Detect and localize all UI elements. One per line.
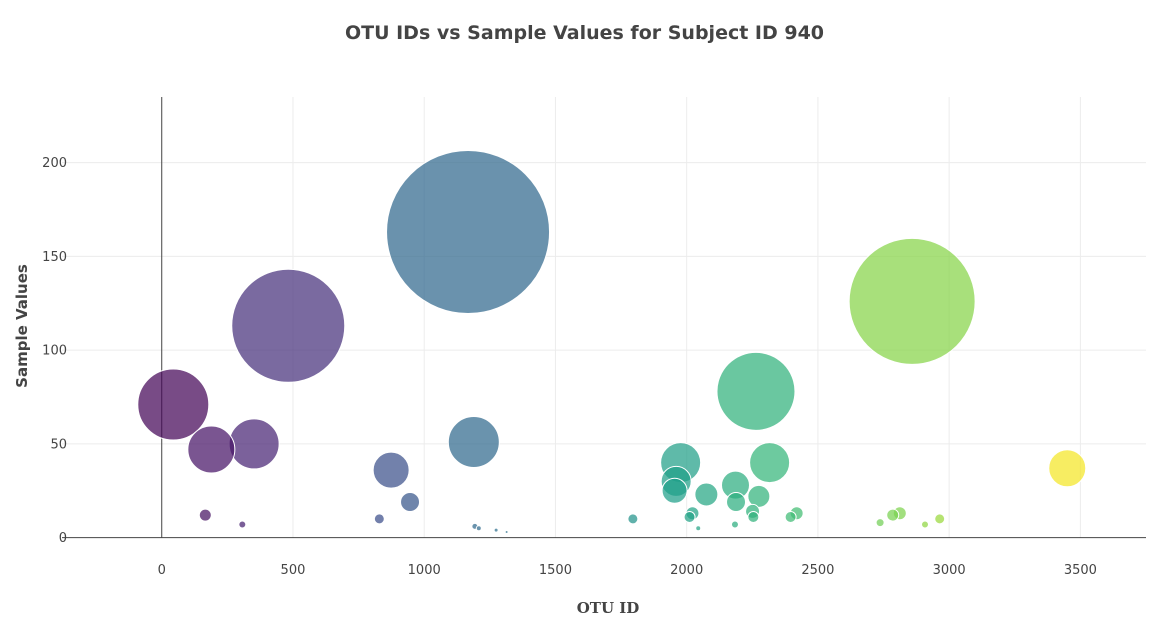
data-bubble[interactable] [372, 451, 410, 489]
x-tick-label: 3500 [1064, 563, 1097, 578]
data-bubble[interactable] [749, 442, 791, 484]
y-tick-label: 100 [42, 344, 67, 359]
data-bubble[interactable] [447, 416, 500, 468]
data-bubble[interactable] [747, 511, 760, 523]
x-axis-title: OTU ID [576, 599, 640, 617]
data-bubble[interactable] [187, 425, 236, 474]
chart-title: OTU IDs vs Sample Values for Subject ID … [344, 22, 825, 44]
data-bubble[interactable] [627, 513, 639, 525]
data-bubble[interactable] [934, 513, 946, 525]
data-bubble[interactable] [694, 482, 719, 507]
y-tick-label: 50 [50, 437, 67, 452]
data-bubble[interactable] [886, 508, 900, 522]
y-tick-label: 150 [42, 250, 67, 265]
tick-labels: 0 500 1000 1500 2000 2500 3000 3500 0 50 100 150 200 [42, 156, 1097, 578]
data-bubble[interactable] [504, 530, 509, 534]
x-tick-label: 2000 [670, 563, 703, 578]
data-bubble[interactable] [875, 518, 885, 528]
data-bubble[interactable] [231, 268, 346, 383]
y-tick-label: 200 [42, 156, 67, 171]
data-bubble[interactable] [198, 508, 212, 522]
data-bubble[interactable] [848, 237, 976, 365]
data-bubble[interactable] [683, 511, 696, 523]
y-axis-title: Sample Values [13, 264, 31, 388]
data-bubble[interactable] [661, 477, 688, 504]
gridlines [62, 97, 1146, 538]
data-bubble[interactable] [137, 368, 210, 441]
data-bubble[interactable] [475, 525, 482, 532]
axes [62, 97, 1146, 539]
x-tick-label: 1000 [408, 563, 441, 578]
data-bubble[interactable] [493, 527, 499, 533]
data-bubble[interactable] [228, 418, 280, 470]
x-tick-label: 3000 [933, 563, 966, 578]
bubbles[interactable] [137, 150, 1087, 534]
x-tick-label: 1500 [539, 563, 572, 578]
data-bubble[interactable] [695, 525, 702, 532]
x-tick-label: 0 [158, 563, 166, 578]
data-bubble[interactable] [238, 520, 247, 529]
data-bubble[interactable] [921, 520, 930, 529]
data-bubble[interactable] [1048, 449, 1087, 488]
data-bubble[interactable] [386, 150, 551, 314]
y-tick-label: 0 [59, 531, 67, 546]
data-bubble[interactable] [784, 511, 797, 523]
data-bubble[interactable] [400, 492, 421, 512]
x-tick-label: 2500 [801, 563, 834, 578]
data-bubble[interactable] [716, 351, 796, 431]
data-bubble[interactable] [373, 513, 385, 525]
data-bubble[interactable] [726, 492, 747, 512]
data-bubble[interactable] [730, 520, 739, 529]
x-tick-label: 500 [281, 563, 306, 578]
